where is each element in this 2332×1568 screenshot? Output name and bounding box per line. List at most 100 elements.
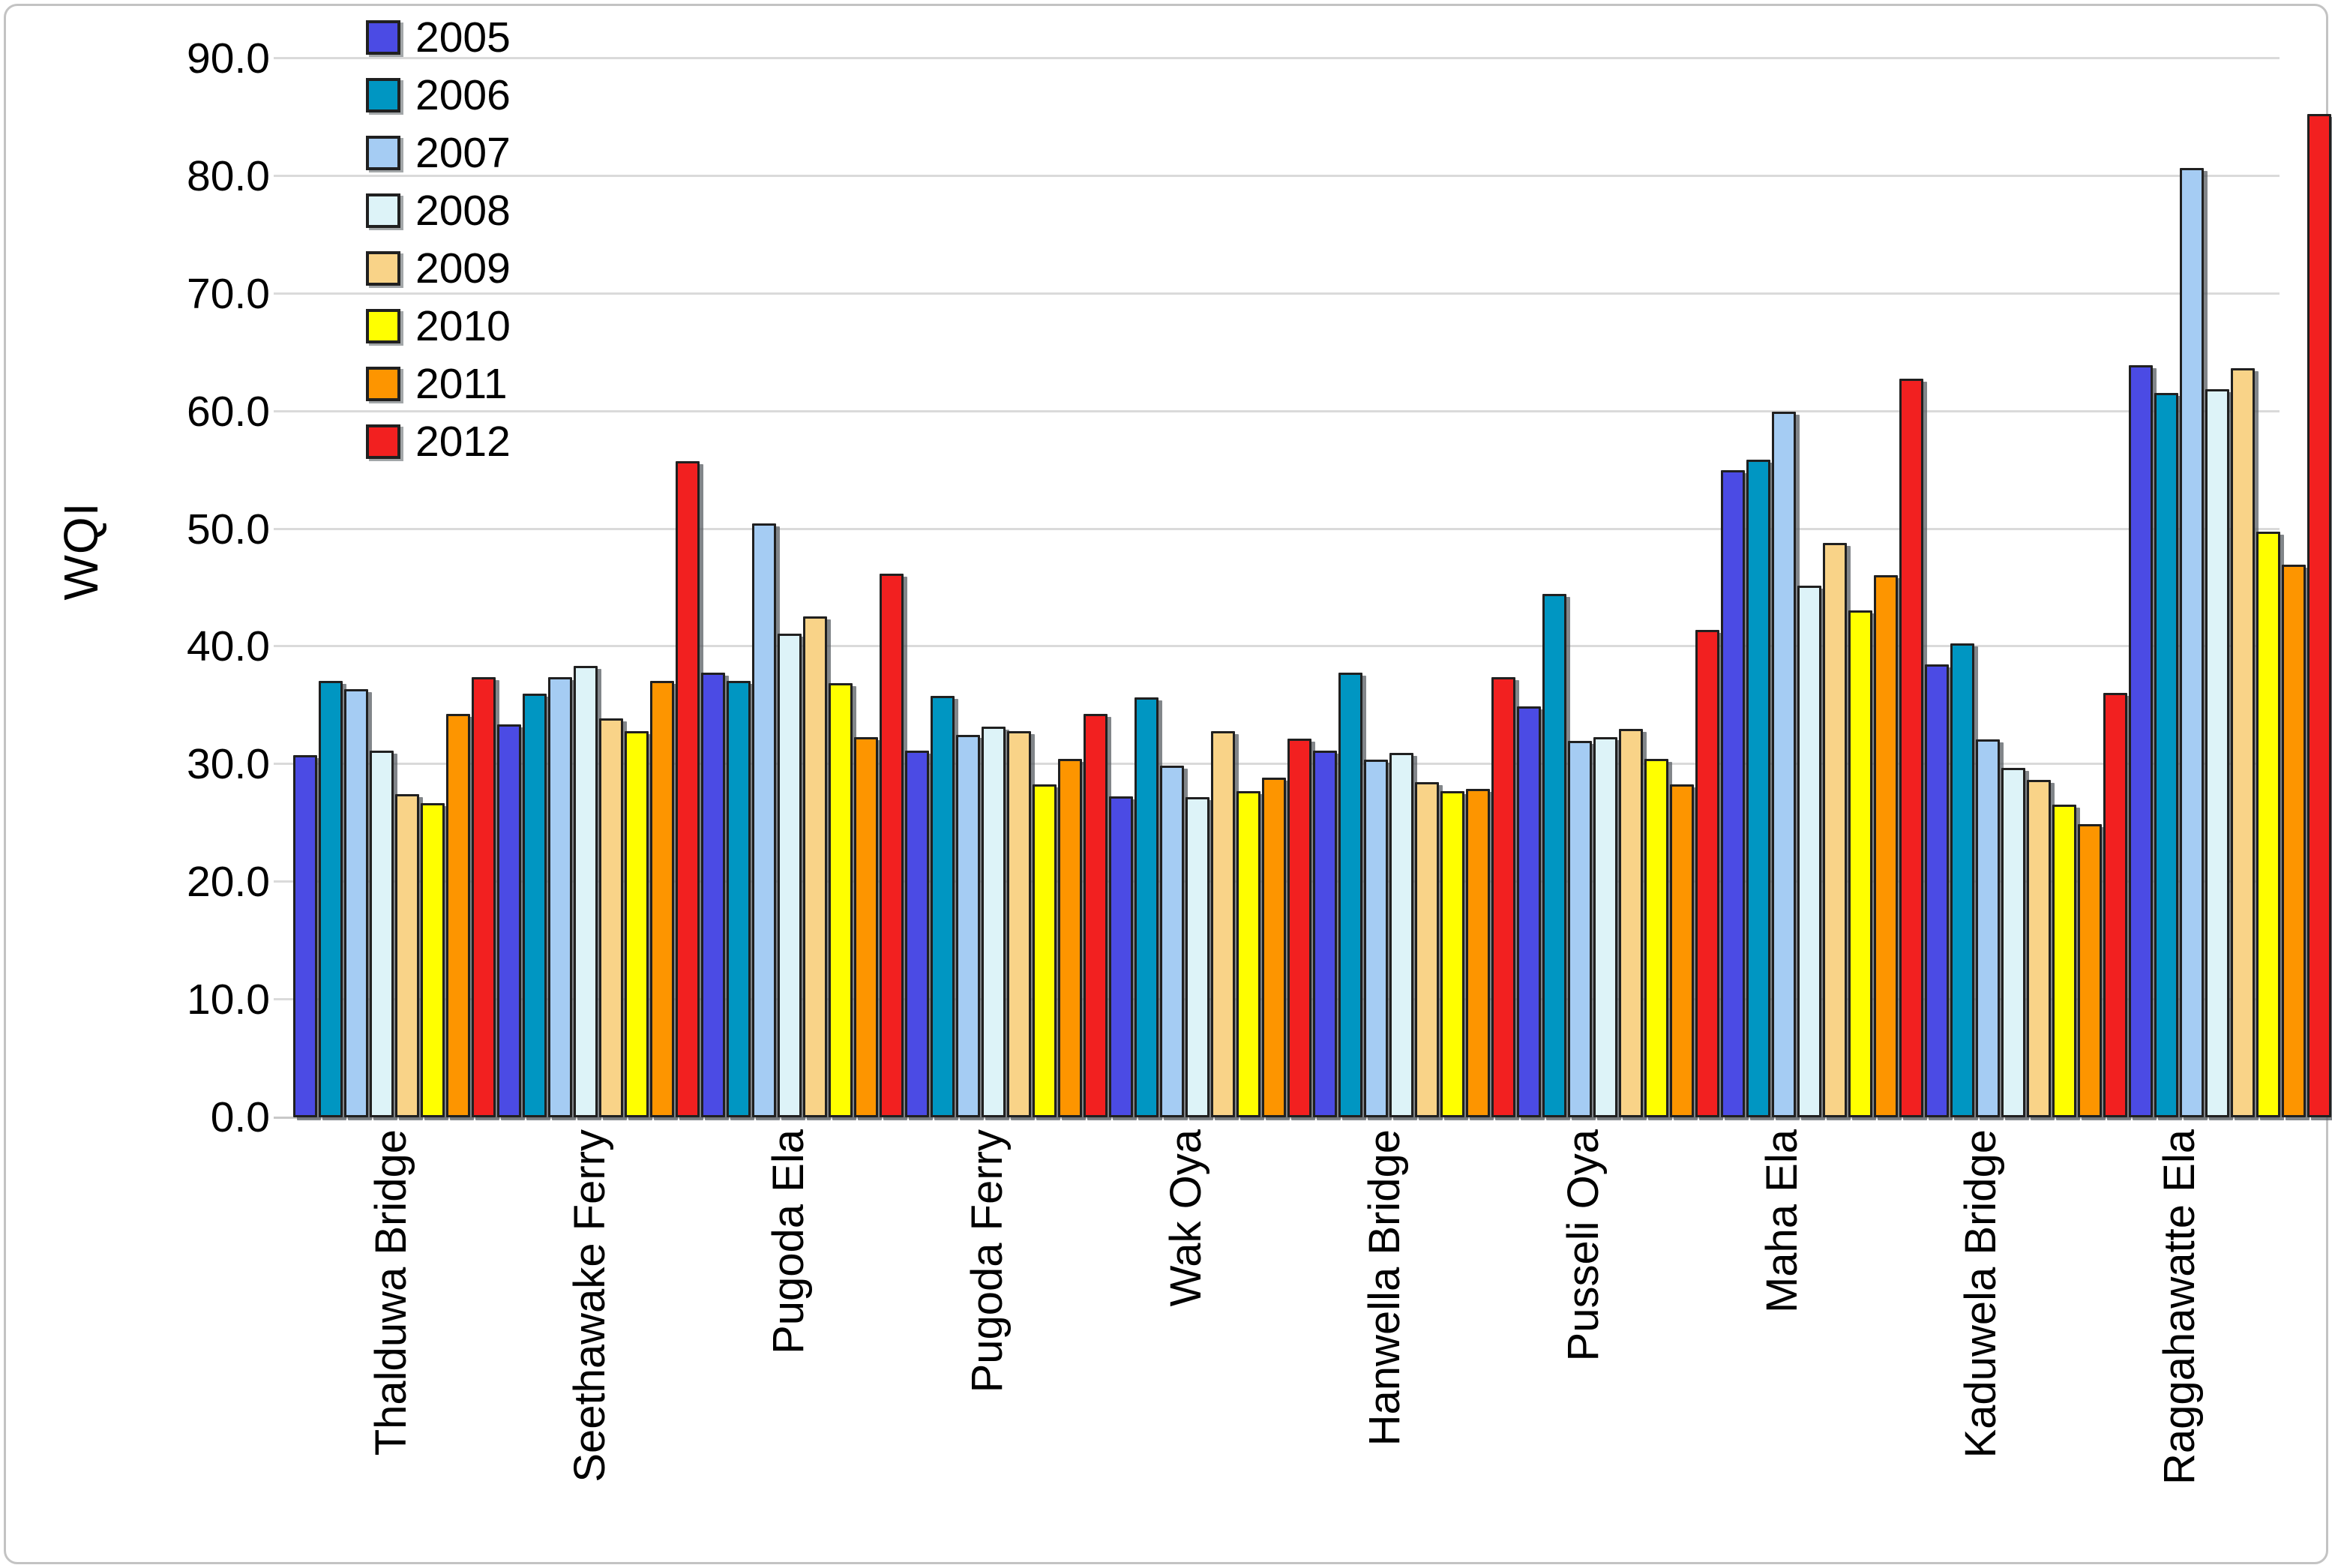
gridline: [274, 174, 2280, 177]
bar-hanwella-bridge-2008: [1389, 752, 1413, 1117]
legend-item-2008: 2008: [366, 189, 511, 232]
legend: 2005 2006 2007 2008 2009 2010 2011 2012: [366, 16, 511, 463]
bar-wak-oya-2011: [1262, 777, 1286, 1117]
x-axis-label: Kaduwela Bridge: [1956, 1129, 2006, 1459]
legend-item-2007: 2007: [366, 131, 511, 174]
legend-swatch-2010: [366, 309, 400, 343]
x-axis-label: Raggahawatte Ela: [2155, 1129, 2205, 1485]
legend-item-2011: 2011: [366, 362, 511, 405]
bar-seethawake-ferry-2009: [599, 718, 623, 1117]
bar-pusseli-oya-2005: [1517, 706, 1541, 1117]
bar-pusseli-oya-2007: [1568, 740, 1592, 1117]
bar-maha-ela-2011: [1874, 574, 1898, 1117]
legend-item-2005: 2005: [366, 16, 511, 58]
bar-hanwella-bridge-2005: [1313, 750, 1337, 1117]
legend-swatch-2009: [366, 251, 400, 286]
y-tick-label: 60.0: [187, 387, 270, 436]
bar-group-maha-ela: [1720, 58, 1924, 1117]
bar-pugoda-ela-2012: [880, 574, 904, 1117]
bar-pugoda-ferry-2005: [905, 750, 929, 1117]
bar-kaduwela-bridge-2009: [2027, 779, 2051, 1117]
bar-seethawake-ferry-2008: [574, 665, 598, 1117]
gridline: [274, 292, 2280, 295]
bar-group-seethawake-ferry: [496, 58, 700, 1117]
bar-wak-oya-2009: [1211, 731, 1235, 1117]
bar-pusseli-oya-2008: [1593, 737, 1617, 1117]
legend-label: 2010: [415, 301, 511, 350]
y-tick-label: 20.0: [187, 858, 270, 907]
bar-pugoda-ela-2005: [701, 672, 725, 1117]
bar-kaduwela-bridge-2008: [2001, 768, 2025, 1117]
bar-maha-ela-2009: [1823, 543, 1847, 1117]
legend-label: 2005: [415, 13, 511, 61]
bar-kaduwela-bridge-2012: [2103, 692, 2127, 1117]
gridline: [274, 645, 2280, 648]
bar-pugoda-ela-2007: [752, 523, 776, 1117]
x-label-cell: Wak Oya: [1087, 1129, 1286, 1549]
bar-pugoda-ela-2006: [727, 680, 751, 1117]
bar-pugoda-ferry-2010: [1033, 784, 1057, 1117]
bar-group-raggahawatte-ela: [2128, 58, 2332, 1117]
x-axis-labels: Thalduwa Bridge Seethawake Ferry Pugoda El…: [292, 1129, 2280, 1549]
bar-kaduwela-bridge-2006: [1950, 643, 1974, 1117]
legend-swatch-2005: [366, 20, 400, 55]
y-tick-label: 0.0: [210, 1093, 270, 1141]
bar-hanwella-bridge-2010: [1440, 791, 1464, 1117]
x-axis-line: [274, 1117, 2280, 1119]
bar-pugoda-ela-2010: [829, 683, 853, 1117]
bar-hanwella-bridge-2007: [1364, 760, 1388, 1117]
gridline: [274, 527, 2280, 530]
y-tick-label: 70.0: [187, 269, 270, 318]
bar-group-hanwella-bridge: [1312, 58, 1516, 1117]
bar-pugoda-ferry-2006: [931, 696, 955, 1117]
bar-raggahawatte-ela-2006: [2154, 392, 2178, 1117]
bar-pusseli-oya-2006: [1542, 593, 1566, 1117]
x-label-cell: Pusseli Oya: [1485, 1129, 1683, 1549]
bar-thalduwa-bridge-2010: [421, 803, 445, 1117]
gridline: [274, 57, 2280, 59]
bar-thalduwa-bridge-2011: [446, 713, 470, 1117]
gridline: [274, 409, 2280, 412]
bar-raggahawatte-ela-2012: [2307, 113, 2331, 1117]
bar-hanwella-bridge-2012: [1491, 677, 1515, 1117]
bar-group-wak-oya: [1108, 58, 1312, 1117]
legend-swatch-2007: [366, 136, 400, 170]
x-axis-label: Seethawake Ferry: [565, 1129, 615, 1483]
x-axis-label: Pugoda Ferry: [963, 1129, 1012, 1393]
legend-label: 2006: [415, 70, 511, 119]
y-tick-label: 80.0: [187, 151, 270, 200]
bar-raggahawatte-ela-2010: [2256, 531, 2280, 1117]
bar-seethawake-ferry-2010: [625, 731, 649, 1117]
legend-swatch-2011: [366, 367, 400, 401]
bar-pugoda-ferry-2009: [1007, 731, 1031, 1117]
bar-pugoda-ferry-2008: [982, 727, 1006, 1117]
x-axis-label: Pusseli Oya: [1559, 1129, 1608, 1362]
legend-label: 2011: [415, 359, 508, 408]
legend-swatch-2012: [366, 424, 400, 459]
bar-pugoda-ela-2008: [778, 634, 802, 1117]
bar-pugoda-ela-2009: [803, 616, 827, 1117]
legend-item-2010: 2010: [366, 304, 511, 347]
bar-thalduwa-bridge-2008: [370, 750, 394, 1117]
bar-maha-ela-2007: [1772, 411, 1796, 1117]
bar-kaduwela-bridge-2010: [2052, 804, 2076, 1117]
bar-kaduwela-bridge-2011: [2078, 824, 2102, 1117]
gridline: [274, 763, 2280, 766]
x-axis-label: Thalduwa Bridge: [367, 1129, 416, 1456]
bar-hanwella-bridge-2009: [1415, 781, 1439, 1117]
bar-group-kaduwela-bridge: [1924, 58, 2128, 1117]
y-tick-label: 50.0: [187, 505, 270, 553]
legend-item-2012: 2012: [366, 420, 511, 463]
x-axis-label: Maha Ela: [1758, 1129, 1807, 1314]
bar-seethawake-ferry-2007: [548, 677, 572, 1117]
y-tick-label: 90.0: [187, 34, 270, 82]
legend-label: 2012: [415, 417, 511, 466]
legend-swatch-2008: [366, 193, 400, 228]
x-label-cell: Hanwella Bridge: [1286, 1129, 1485, 1549]
legend-label: 2009: [415, 244, 511, 292]
bar-seethawake-ferry-2012: [676, 460, 700, 1117]
bar-pugoda-ferry-2011: [1058, 758, 1082, 1117]
x-label-cell: Thalduwa Bridge: [292, 1129, 491, 1549]
legend-item-2009: 2009: [366, 247, 511, 289]
bars-container: [292, 58, 2331, 1117]
